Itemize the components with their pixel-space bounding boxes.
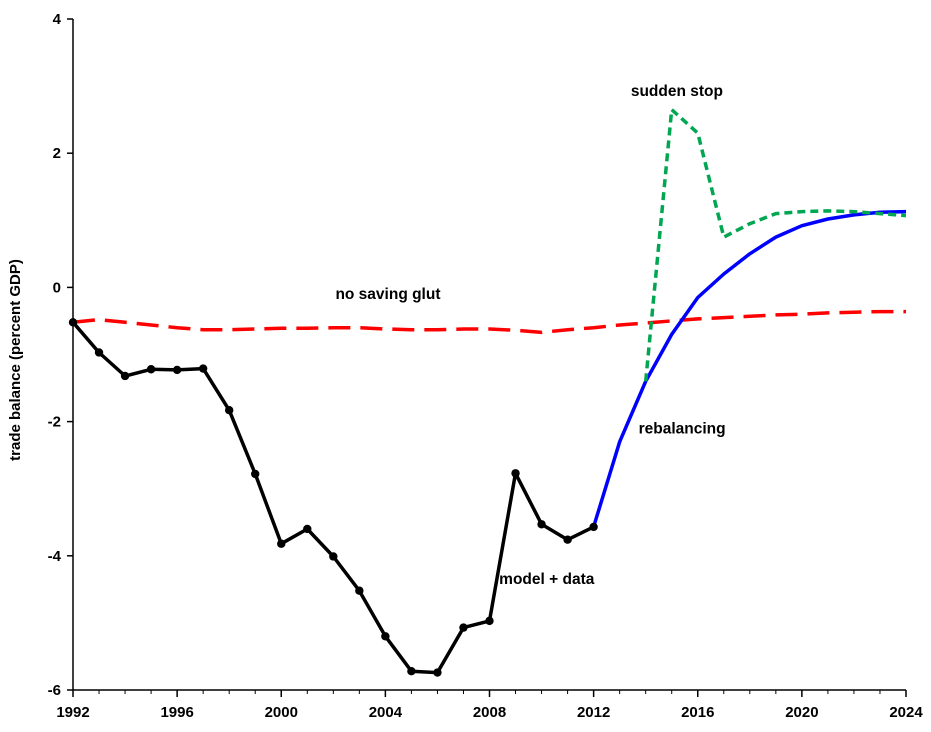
x-tick-label: 2008 — [473, 704, 506, 721]
annotation-label: no saving glut — [335, 286, 440, 303]
x-tick-label: 2004 — [369, 704, 403, 721]
data-point — [485, 616, 494, 626]
y-tick-label: 2 — [53, 145, 61, 162]
x-tick-label: 2012 — [577, 704, 610, 721]
x-tick-label: 2020 — [785, 704, 818, 721]
y-axis-title: trade balance (percent GDP) — [7, 259, 24, 461]
y-tick-label: -6 — [48, 682, 61, 699]
x-tick-label: 1996 — [160, 704, 193, 721]
data-point — [589, 522, 598, 532]
markers-layer — [68, 318, 598, 677]
annotation-label: rebalancing — [639, 421, 726, 438]
series-line-model-data — [71, 321, 595, 675]
data-point — [537, 520, 546, 529]
data-point — [563, 535, 572, 544]
annotation-layer: sudden stop no saving glut rebalancing mode… — [335, 83, 725, 588]
data-point — [303, 524, 312, 534]
x-tick-label: 1992 — [56, 704, 89, 721]
data-point — [407, 667, 416, 676]
data-point — [459, 623, 468, 632]
data-point — [198, 364, 208, 373]
y-tick-label: 0 — [53, 279, 61, 296]
plot-frame: -6 -4 -2 0 2 4 1992 1996 2000 2004 2008 2012 2016 202… — [48, 11, 924, 721]
series-line-sudden-stop — [643, 107, 907, 382]
data-point — [94, 348, 104, 357]
data-point — [511, 469, 520, 478]
data-point — [224, 405, 234, 415]
x-tick-label: 2024 — [889, 704, 923, 721]
annotation-label: sudden stop — [631, 83, 723, 100]
x-tick-label: 2000 — [265, 704, 298, 721]
series-line-rebalancing — [591, 209, 907, 528]
series-line-no-saving-glut — [72, 309, 906, 335]
y-tick-label: 4 — [53, 11, 62, 28]
data-point — [329, 552, 338, 561]
data-point — [120, 371, 130, 381]
data-point — [277, 539, 286, 548]
annotation-label: model + data — [499, 571, 595, 588]
data-point — [433, 668, 442, 677]
data-point — [251, 469, 260, 479]
y-tick-label: -2 — [48, 414, 61, 431]
data-point — [355, 586, 364, 595]
series-layer — [71, 107, 907, 675]
data-point — [68, 318, 78, 327]
data-point — [381, 632, 390, 641]
x-tick-label: 2016 — [681, 704, 714, 721]
data-point — [146, 365, 156, 374]
y-tick-label: -4 — [48, 548, 62, 565]
data-point — [172, 365, 182, 375]
